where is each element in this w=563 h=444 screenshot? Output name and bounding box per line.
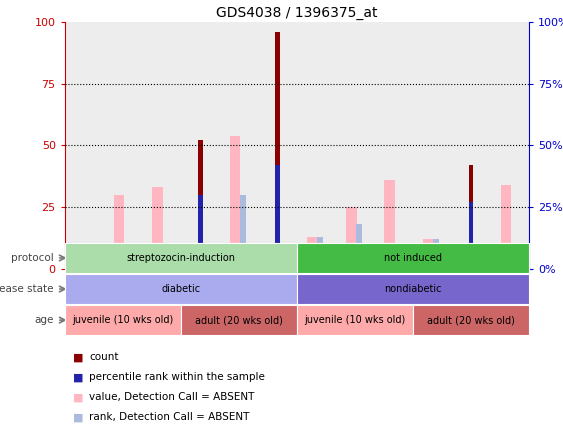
Text: disease state: disease state <box>0 284 53 294</box>
Bar <box>240 195 246 269</box>
Bar <box>356 224 362 269</box>
Bar <box>346 207 356 269</box>
Text: ■: ■ <box>73 353 84 362</box>
Bar <box>469 165 473 269</box>
Bar <box>230 135 240 269</box>
Text: juvenile (10 wks old): juvenile (10 wks old) <box>72 315 173 325</box>
Text: ■: ■ <box>73 373 84 382</box>
Text: protocol: protocol <box>11 253 53 263</box>
Text: diabetic: diabetic <box>162 284 200 294</box>
Text: nondiabetic: nondiabetic <box>385 284 442 294</box>
Bar <box>114 195 124 269</box>
Bar <box>275 165 280 269</box>
Text: adult (20 wks old): adult (20 wks old) <box>195 315 283 325</box>
Bar <box>490 22 529 269</box>
Text: streptozocin-induction: streptozocin-induction <box>126 253 235 263</box>
Bar <box>275 32 280 269</box>
Text: age: age <box>34 315 53 325</box>
Text: value, Detection Call = ABSENT: value, Detection Call = ABSENT <box>89 392 254 402</box>
Bar <box>385 180 395 269</box>
Text: not induced: not induced <box>384 253 442 263</box>
Bar <box>469 202 473 269</box>
Bar <box>434 239 439 269</box>
Bar <box>181 22 220 269</box>
Bar <box>142 22 181 269</box>
Bar <box>258 22 297 269</box>
Bar <box>501 185 511 269</box>
Bar <box>317 237 323 269</box>
Bar <box>82 264 87 269</box>
Text: ■: ■ <box>73 412 84 422</box>
Bar <box>307 237 318 269</box>
Text: count: count <box>89 353 118 362</box>
Text: rank, Detection Call = ABSENT: rank, Detection Call = ABSENT <box>89 412 249 422</box>
Bar <box>220 22 258 269</box>
Bar <box>152 187 163 269</box>
Bar <box>413 22 452 269</box>
Bar <box>297 22 336 269</box>
Bar <box>374 22 413 269</box>
Bar <box>82 266 87 269</box>
Bar <box>198 195 203 269</box>
Text: juvenile (10 wks old): juvenile (10 wks old) <box>305 315 406 325</box>
Bar <box>336 22 374 269</box>
Bar <box>198 140 203 269</box>
Bar <box>104 22 142 269</box>
Text: adult (20 wks old): adult (20 wks old) <box>427 315 515 325</box>
Bar <box>423 239 434 269</box>
Text: percentile rank within the sample: percentile rank within the sample <box>89 373 265 382</box>
Bar <box>452 22 490 269</box>
Bar <box>65 22 104 269</box>
Title: GDS4038 / 1396375_at: GDS4038 / 1396375_at <box>216 6 378 20</box>
Text: ■: ■ <box>73 392 84 402</box>
